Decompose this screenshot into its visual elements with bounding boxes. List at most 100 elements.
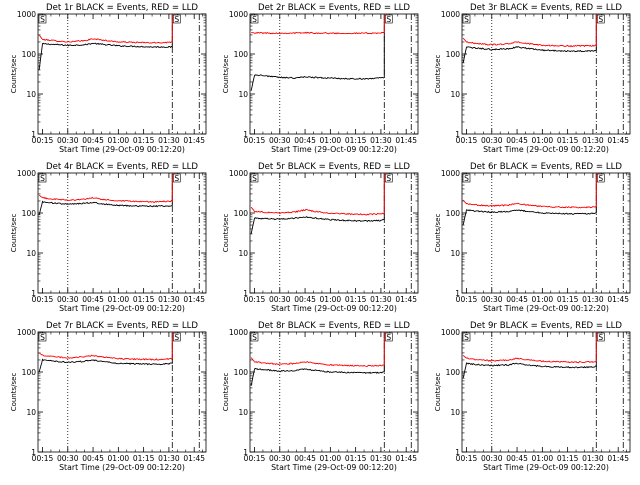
y-tick-label: 100 [446, 50, 461, 59]
detector-panel-3: Det 3r BLACK = Events, RED = LLD 1 10 100 10… [434, 3, 631, 154]
y-tick-label: 100 [234, 368, 249, 377]
x-axis-label: Start Time (29-Oct-09 00:12:20) [59, 145, 185, 154]
detector-panel-2: Det 2r BLACK = Events, RED = LLD 1 10 100 10… [222, 3, 419, 154]
y-tick-label: 1 [243, 130, 248, 139]
marker-box [38, 332, 47, 342]
marker-label: S [174, 333, 179, 342]
x-tick-label: 00:45 [506, 295, 528, 304]
y-axis-label: Counts/sec [434, 373, 442, 412]
y-tick-label: 1 [455, 130, 460, 139]
plot-frame [37, 331, 207, 453]
x-tick-label: 01:30 [582, 136, 604, 145]
marker-label: S [252, 15, 257, 24]
panel-title: Det 7r BLACK = Events, RED = LLD [46, 321, 198, 331]
marker-box [38, 173, 47, 183]
x-tick-label: 00:15 [32, 295, 54, 304]
y-axis-label: Counts/sec [222, 214, 230, 253]
y-axis-label: Counts/sec [10, 214, 18, 253]
x-tick-label: 00:30 [481, 454, 503, 463]
marker-box [596, 173, 605, 183]
x-tick-label: 00:15 [32, 136, 54, 145]
panel-title: Det 1r BLACK = Events, RED = LLD [46, 3, 198, 13]
x-tick-label: 00:45 [294, 136, 316, 145]
marker-box [250, 14, 259, 24]
panel-title: Det 5r BLACK = Events, RED = LLD [258, 162, 410, 172]
x-tick-label: 00:45 [82, 136, 104, 145]
y-tick-label: 1000 [441, 10, 460, 19]
marker-label: S [40, 174, 45, 183]
x-tick-label: 01:30 [370, 454, 392, 463]
y-tick-label: 100 [234, 50, 249, 59]
y-tick-label: 100 [446, 209, 461, 218]
plot-frame [461, 13, 631, 135]
x-tick-label: 00:45 [294, 454, 316, 463]
marker-label: S [386, 333, 391, 342]
x-tick-label: 00:15 [244, 136, 266, 145]
x-tick-label: 01:00 [320, 295, 342, 304]
series-lld [462, 14, 597, 48]
x-tick-label: 00:15 [456, 454, 478, 463]
marker-label: S [598, 174, 603, 183]
x-tick-label: 01:30 [582, 295, 604, 304]
x-tick-label: 01:15 [133, 136, 155, 145]
x-tick-label: 01:15 [557, 295, 579, 304]
y-axis-label: Counts/sec [10, 373, 18, 412]
x-tick-label: 01:45 [183, 454, 205, 463]
x-tick-label: 01:15 [345, 136, 367, 145]
marker-box [172, 332, 181, 342]
y-tick-label: 1000 [17, 10, 36, 19]
series-lld [38, 332, 173, 361]
x-tick-label: 00:15 [456, 136, 478, 145]
y-tick-label: 10 [26, 408, 36, 417]
series-lld [250, 332, 385, 367]
x-tick-label: 01:45 [395, 295, 417, 304]
y-tick-label: 100 [22, 209, 37, 218]
series-events [462, 14, 597, 63]
marker-label: S [252, 174, 257, 183]
marker-box [596, 332, 605, 342]
x-tick-label: 01:30 [158, 295, 180, 304]
marker-label: S [40, 15, 45, 24]
marker-box [172, 173, 181, 183]
panel-title: Det 9r BLACK = Events, RED = LLD [470, 321, 622, 331]
y-tick-label: 100 [446, 368, 461, 377]
x-tick-label: 00:45 [506, 136, 528, 145]
series-lld [38, 173, 173, 203]
x-tick-label: 01:00 [532, 136, 554, 145]
panel-title: Det 3r BLACK = Events, RED = LLD [470, 3, 622, 13]
x-tick-label: 00:30 [57, 136, 79, 145]
x-tick-label: 01:30 [158, 454, 180, 463]
detector-panel-5: Det 5r BLACK = Events, RED = LLD 1 10 100 10… [222, 162, 419, 313]
panel-title: Det 4r BLACK = Events, RED = LLD [46, 162, 198, 172]
marker-label: S [174, 174, 179, 183]
marker-box [596, 14, 605, 24]
series-events [250, 173, 385, 234]
x-tick-label: 01:30 [370, 295, 392, 304]
x-tick-label: 01:45 [183, 136, 205, 145]
series-events [38, 173, 173, 215]
x-tick-label: 01:15 [133, 454, 155, 463]
y-tick-label: 1000 [17, 169, 36, 178]
x-tick-label: 01:45 [183, 295, 205, 304]
panel-title: Det 8r BLACK = Events, RED = LLD [258, 321, 410, 331]
x-tick-label: 01:00 [108, 136, 130, 145]
x-tick-label: 00:45 [506, 454, 528, 463]
marker-box [38, 14, 47, 24]
marker-label: S [174, 15, 179, 24]
y-tick-label: 100 [22, 50, 37, 59]
marker-box [384, 14, 393, 24]
y-tick-label: 10 [238, 249, 248, 258]
x-tick-label: 00:30 [57, 295, 79, 304]
detector-panel-9: Det 9r BLACK = Events, RED = LLD 1 10 100 10… [434, 321, 631, 472]
y-tick-label: 1 [31, 448, 36, 457]
series-events [462, 332, 597, 379]
x-tick-label: 01:00 [532, 295, 554, 304]
detector-panel-6: Det 6r BLACK = Events, RED = LLD 1 10 100 10… [434, 162, 631, 313]
series-lld [462, 332, 597, 364]
x-axis-label: Start Time (29-Oct-09 00:12:20) [483, 463, 609, 472]
x-tick-label: 00:30 [269, 136, 291, 145]
y-axis-label: Counts/sec [434, 214, 442, 253]
y-tick-label: 1000 [441, 169, 460, 178]
